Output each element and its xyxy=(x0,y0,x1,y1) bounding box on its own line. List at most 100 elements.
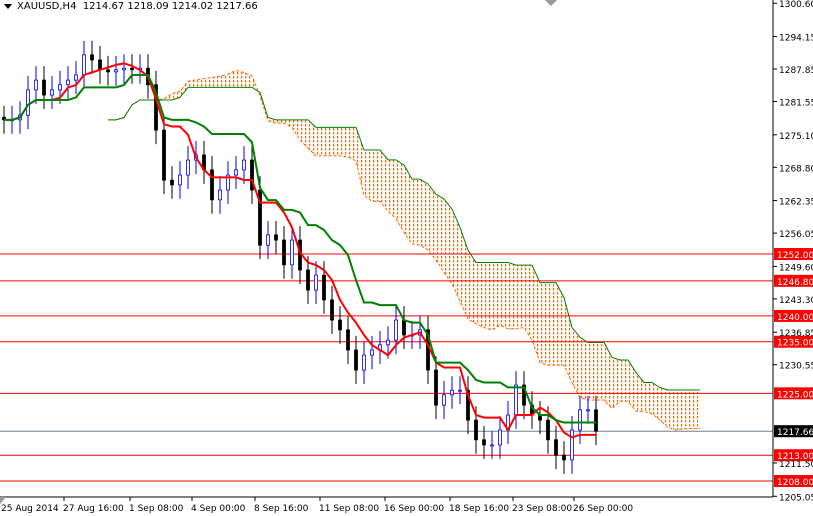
candle xyxy=(570,429,574,461)
candle xyxy=(250,159,254,191)
candle xyxy=(522,384,526,406)
candle xyxy=(258,189,262,246)
candle xyxy=(458,389,462,392)
candle xyxy=(442,394,446,406)
level-label-bg xyxy=(774,274,813,287)
time-tick-label: 18 Sep 16:00 xyxy=(449,504,509,514)
candle xyxy=(178,174,182,186)
candle xyxy=(266,234,270,246)
candle xyxy=(482,439,486,446)
candle xyxy=(186,159,190,176)
candle xyxy=(402,319,406,336)
senkou-span-b xyxy=(108,86,700,391)
candle xyxy=(434,369,438,406)
price-tick-label: 1281.55 xyxy=(779,99,813,109)
chart-shift-icon xyxy=(0,497,6,504)
level-label-bg xyxy=(774,449,813,462)
time-tick-label: 27 Aug 16:00 xyxy=(63,504,124,514)
candle xyxy=(330,299,334,321)
level-label-bg xyxy=(774,335,813,348)
price-tick-label: 1287.85 xyxy=(779,66,813,76)
candle xyxy=(490,444,494,447)
candle xyxy=(234,169,238,176)
time-tick-label: 1 Sep 08:00 xyxy=(129,504,184,514)
time-tick-label: 25 Aug 2014 xyxy=(1,504,59,514)
candle xyxy=(282,239,286,266)
candle xyxy=(362,354,366,371)
level-label-bg xyxy=(774,309,813,322)
time-tick-label: 16 Sep 00:00 xyxy=(384,504,444,514)
candle xyxy=(90,54,94,61)
chart-title: XAUUSD,H4 1214.67 1218.09 1214.02 1217.6… xyxy=(4,1,258,12)
candle xyxy=(114,69,118,73)
senkou-span-a xyxy=(108,69,700,431)
candle xyxy=(98,59,102,71)
time-tick-label: 26 Sep 00:00 xyxy=(573,504,633,514)
candle xyxy=(50,89,54,96)
candle xyxy=(82,54,86,76)
candle xyxy=(466,389,470,421)
candle xyxy=(546,419,550,441)
level-label: 1208.00 xyxy=(777,478,813,488)
level-label: 1252.00 xyxy=(777,251,813,261)
candle xyxy=(26,89,30,116)
candle xyxy=(306,269,310,291)
current-price-label-bg xyxy=(774,425,813,438)
candle xyxy=(314,274,318,291)
tenkan-sen-line xyxy=(4,62,596,439)
candle xyxy=(386,339,390,346)
candle xyxy=(394,319,398,341)
level-label-bg xyxy=(774,248,813,260)
candle xyxy=(122,67,126,71)
candle xyxy=(170,179,174,186)
level-label: 1246.80 xyxy=(777,278,813,288)
candle xyxy=(562,454,566,461)
candle xyxy=(586,409,590,412)
candle xyxy=(274,234,278,241)
candle xyxy=(210,169,214,201)
candle xyxy=(218,189,222,201)
price-tick-label: 1262.35 xyxy=(779,198,813,208)
candle xyxy=(290,239,294,266)
candle xyxy=(498,429,502,446)
price-tick-label: 1243.30 xyxy=(779,296,813,306)
price-tick-label: 1205.05 xyxy=(779,493,813,503)
ohlc-readout: 1214.67 1218.09 1214.02 1217.66 xyxy=(82,1,258,12)
time-tick-label: 8 Sep 16:00 xyxy=(254,504,309,514)
candle xyxy=(226,174,230,191)
level-label: 1213.00 xyxy=(777,452,813,462)
candle xyxy=(450,389,454,396)
candle xyxy=(594,409,598,432)
candle xyxy=(162,129,166,181)
candle xyxy=(474,419,478,441)
price-tick-label: 1249.60 xyxy=(779,263,813,273)
candle xyxy=(578,409,582,431)
candle xyxy=(58,84,62,91)
price-tick-label: 1300.60 xyxy=(779,0,813,10)
current-price-label: 1217.66 xyxy=(777,428,813,438)
level-label: 1235.00 xyxy=(777,339,813,349)
price-tick-label: 1275.10 xyxy=(779,132,813,142)
dropdown-triangle-icon[interactable] xyxy=(4,3,12,9)
candle xyxy=(554,439,558,456)
candle xyxy=(74,74,78,81)
price-tick-label: 1230.55 xyxy=(779,362,813,372)
ichimoku-cloud xyxy=(108,70,700,430)
candle xyxy=(354,349,358,371)
candle xyxy=(66,79,70,86)
level-label-bg xyxy=(774,475,813,488)
chart-shift-top-icon xyxy=(545,0,557,6)
level-label: 1240.00 xyxy=(777,313,813,323)
candle xyxy=(106,69,110,73)
candle xyxy=(370,349,374,356)
kijun-sen-line xyxy=(4,73,596,424)
symbol-label: XAUUSD,H4 xyxy=(17,1,77,12)
time-tick-label: 23 Sep 08:00 xyxy=(512,504,572,514)
candle xyxy=(34,79,38,91)
level-label: 1225.00 xyxy=(777,390,813,400)
level-label-bg xyxy=(774,387,813,400)
price-tick-label: 1211.50 xyxy=(779,460,813,470)
price-tick-label: 1236.85 xyxy=(779,329,813,339)
price-tick-label: 1256.05 xyxy=(779,230,813,240)
